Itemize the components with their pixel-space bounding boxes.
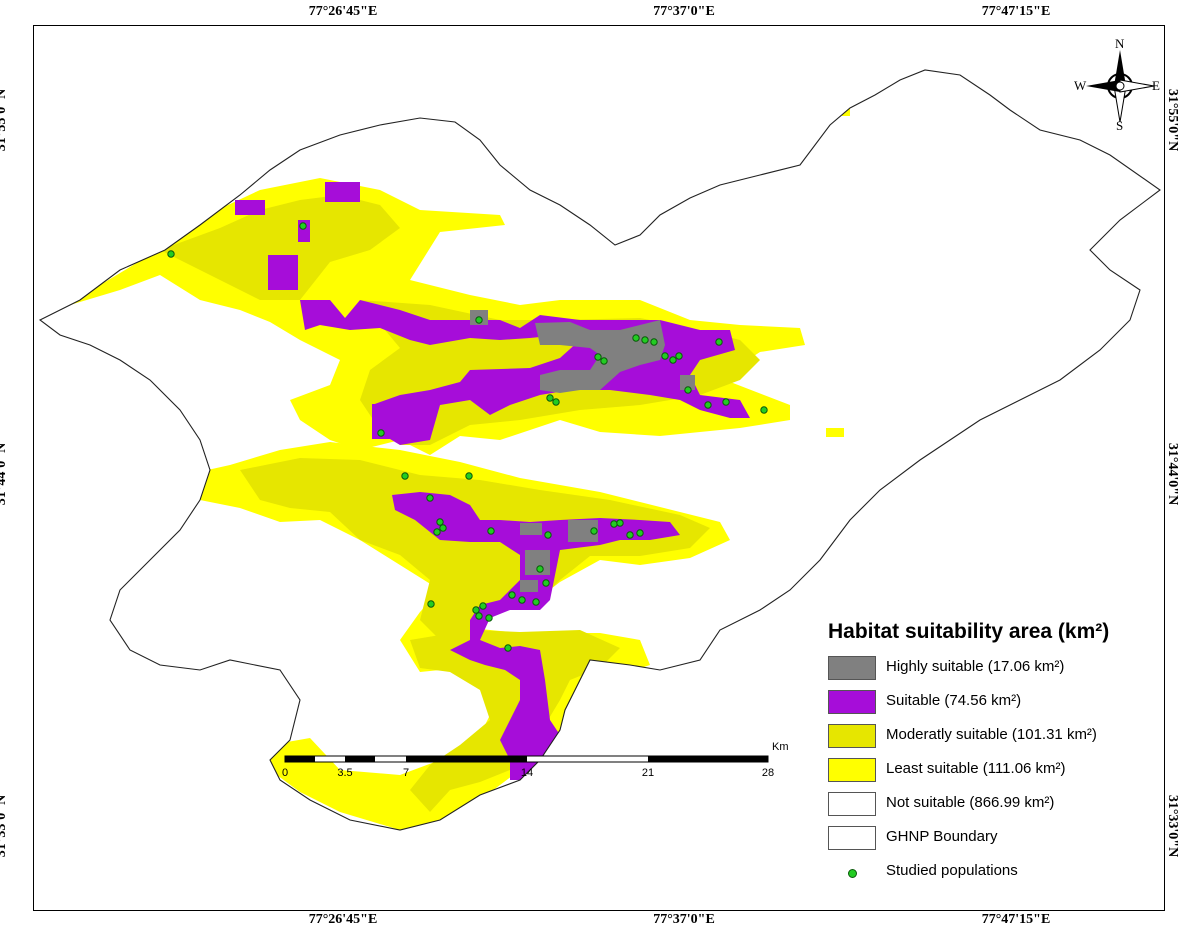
- legend-item-ghnp-boundary: GHNP Boundary: [828, 822, 1168, 856]
- population-point: [472, 606, 480, 614]
- population-point: [626, 531, 634, 539]
- legend-label: Least suitable (111.06 km²): [886, 760, 1066, 777]
- population-point: [427, 600, 435, 608]
- population-point: [475, 316, 483, 324]
- legend-item-suitable: Suitable (74.56 km²): [828, 686, 1168, 720]
- legend-label: Highly suitable (17.06 km²): [886, 658, 1065, 675]
- swatch-not-suitable: [828, 792, 876, 816]
- population-point: [760, 406, 768, 414]
- swatch-moderately-suitable: [828, 724, 876, 748]
- swatch-suitable: [828, 690, 876, 714]
- population-point: [433, 528, 441, 536]
- legend-item-least-suitable: Least suitable (111.06 km²): [828, 754, 1168, 788]
- population-point: [661, 352, 669, 360]
- legend-item-moderately-suitable: Moderatly suitable (101.31 km²): [828, 720, 1168, 754]
- population-point: [590, 527, 598, 535]
- population-point: [465, 472, 473, 480]
- population-point: [487, 527, 495, 535]
- scale-tick-3: 14: [521, 767, 533, 779]
- population-point: [636, 529, 644, 537]
- population-point: [675, 352, 683, 360]
- coord-bottom-3: 77°47'15"E: [981, 912, 1051, 927]
- population-point: [167, 250, 175, 258]
- population-point: [669, 356, 677, 364]
- swatch-highly-suitable: [828, 656, 876, 680]
- population-point: [544, 531, 552, 539]
- population-point: [552, 398, 560, 406]
- coord-top-3: 77°47'15"E: [981, 4, 1051, 19]
- north-arrow: N S E W: [1074, 36, 1160, 133]
- legend-item-studied-populations: Studied populations: [828, 856, 1168, 890]
- population-point: [632, 334, 640, 342]
- population-point: [439, 524, 447, 532]
- scale-tick-0: 0: [282, 767, 288, 779]
- legend-label: Suitable (74.56 km²): [886, 692, 1022, 709]
- population-point: [616, 519, 624, 527]
- population-point: [508, 591, 516, 599]
- population-dot-icon: [848, 869, 857, 878]
- legend: Habitat suitability area (km²) Highly su…: [828, 620, 1168, 890]
- scale-tick-5: 28: [762, 767, 774, 779]
- legend-label: Moderatly suitable (101.31 km²): [886, 726, 1097, 743]
- legend-title: Habitat suitability area (km²): [828, 620, 1110, 643]
- scale-tick-4: 21: [642, 767, 654, 779]
- population-point: [536, 565, 544, 573]
- swatch-ghnp-boundary: [828, 826, 876, 850]
- scale-bar: 0 3.5 7 14 21 28 Km: [282, 741, 789, 779]
- population-point: [722, 398, 730, 406]
- scale-tick-1: 3.5: [337, 767, 352, 779]
- south-label: S: [1116, 118, 1124, 133]
- legend-item-not-suitable: Not suitable (866.99 km²): [828, 788, 1168, 822]
- population-point: [715, 338, 723, 346]
- population-point: [518, 596, 526, 604]
- population-point: [426, 494, 434, 502]
- population-point: [504, 644, 512, 652]
- swatch-least-suitable: [828, 758, 876, 782]
- compass-icon: [1086, 50, 1155, 123]
- coord-top-2: 77°37'0"E: [653, 4, 715, 19]
- population-point: [377, 429, 385, 437]
- coord-top-1: 77°26'45"E: [308, 4, 378, 19]
- legend-label: Studied populations: [886, 862, 1018, 879]
- population-point: [532, 598, 540, 606]
- population-point: [479, 602, 487, 610]
- population-point: [436, 518, 444, 526]
- population-point: [542, 579, 550, 587]
- studied-population-points: [167, 222, 768, 652]
- north-label: N: [1115, 36, 1125, 51]
- legend-label: GHNP Boundary: [886, 828, 998, 845]
- population-point: [704, 401, 712, 409]
- population-point: [475, 612, 483, 620]
- legend-label: Not suitable (866.99 km²): [886, 794, 1055, 811]
- ghnp-boundary: [38, 69, 1161, 831]
- population-point: [401, 472, 409, 480]
- scale-unit: Km: [772, 741, 789, 753]
- population-point: [299, 222, 307, 230]
- population-point: [610, 520, 618, 528]
- population-point: [594, 353, 602, 361]
- map-frame: [33, 25, 1165, 911]
- suitability-layers: [40, 108, 850, 830]
- least-suitable-zones: [40, 108, 850, 830]
- east-label: E: [1152, 78, 1160, 93]
- scale-tick-2: 7: [403, 767, 409, 779]
- coord-bottom-1: 77°26'45"E: [308, 912, 378, 927]
- population-point: [485, 614, 493, 622]
- population-point: [546, 394, 554, 402]
- population-point: [650, 338, 658, 346]
- west-label: W: [1074, 78, 1087, 93]
- coord-bottom-2: 77°37'0"E: [653, 912, 715, 927]
- legend-item-highly-suitable: Highly suitable (17.06 km²): [828, 652, 1168, 686]
- population-point: [600, 357, 608, 365]
- population-point: [641, 336, 649, 344]
- population-point: [684, 386, 692, 394]
